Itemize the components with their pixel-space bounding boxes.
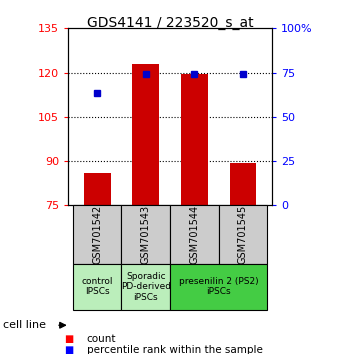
Bar bbox=[121, 264, 170, 310]
Text: ■: ■ bbox=[65, 333, 74, 343]
Text: cell line: cell line bbox=[3, 320, 46, 330]
Bar bbox=[219, 205, 267, 264]
Text: GSM701543: GSM701543 bbox=[141, 205, 151, 264]
Text: presenilin 2 (PS2)
iPSCs: presenilin 2 (PS2) iPSCs bbox=[179, 277, 258, 296]
Text: control
IPSCs: control IPSCs bbox=[81, 277, 113, 296]
Bar bbox=[170, 264, 267, 310]
Bar bbox=[121, 205, 170, 264]
Text: GSM701544: GSM701544 bbox=[189, 205, 199, 264]
Text: GSM701545: GSM701545 bbox=[238, 205, 248, 264]
Text: ■: ■ bbox=[65, 344, 74, 354]
Text: GDS4141 / 223520_s_at: GDS4141 / 223520_s_at bbox=[87, 16, 253, 30]
Bar bbox=[73, 264, 121, 310]
Bar bbox=[73, 205, 121, 264]
Bar bbox=[170, 205, 219, 264]
Text: Sporadic
PD-derived
iPSCs: Sporadic PD-derived iPSCs bbox=[121, 272, 171, 302]
Text: percentile rank within the sample: percentile rank within the sample bbox=[87, 344, 262, 354]
Bar bbox=[230, 162, 256, 205]
Bar bbox=[84, 173, 110, 205]
Bar bbox=[181, 74, 208, 205]
Text: count: count bbox=[87, 333, 116, 343]
Text: GSM701542: GSM701542 bbox=[92, 205, 102, 264]
Bar bbox=[132, 64, 159, 205]
